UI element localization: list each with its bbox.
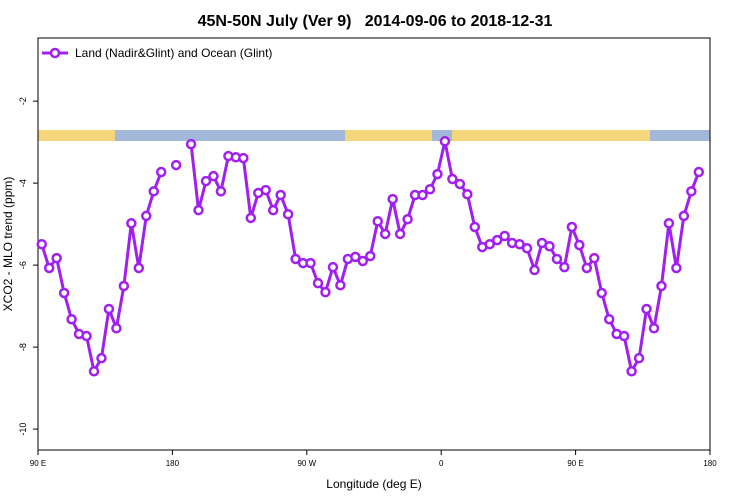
y-axis-label: XCO2 - MLO trend (ppm) — [1, 177, 15, 312]
legend-label: Land (Nadir&Glint) and Ocean (Glint) — [75, 46, 272, 60]
data-point — [155, 166, 167, 178]
data-point — [312, 277, 324, 289]
data-point — [335, 279, 346, 291]
data-point — [379, 228, 391, 240]
data-point — [402, 213, 413, 225]
legend-marker — [49, 47, 61, 59]
data-point — [671, 262, 682, 274]
data-point — [327, 261, 339, 273]
data-point — [111, 322, 122, 334]
y-tick-label: -10 — [18, 423, 28, 436]
data-point — [43, 262, 55, 274]
data-point — [282, 209, 294, 220]
data-point — [596, 287, 607, 299]
data-point — [618, 330, 630, 342]
data-point — [648, 322, 660, 334]
data-point — [656, 280, 667, 292]
data-point — [260, 184, 271, 196]
data-point — [633, 352, 645, 364]
data-point — [521, 243, 533, 254]
data-point — [484, 238, 495, 250]
data-point — [462, 188, 473, 200]
data-point — [103, 303, 115, 315]
data-point — [118, 280, 130, 292]
chart-title: 45N-50N July (Ver 9) 2014-09-06 to 2018-… — [198, 13, 553, 30]
data-point — [439, 136, 451, 147]
data-point — [126, 218, 137, 229]
data-point — [245, 212, 257, 224]
data-point — [387, 193, 398, 205]
x-tick-label: 180 — [703, 459, 717, 468]
data-point — [267, 204, 279, 216]
data-point — [589, 252, 600, 264]
data-point — [320, 286, 331, 298]
data-point — [424, 184, 436, 195]
x-tick-label: 180 — [166, 459, 180, 468]
data-point — [566, 221, 578, 233]
data-point — [544, 241, 555, 252]
y-tick-label: -4 — [18, 179, 28, 187]
data-point — [36, 238, 47, 250]
data-point — [275, 189, 286, 201]
legend: Land (Nadir&Glint) and Ocean (Glint) — [42, 46, 272, 60]
data-point — [208, 170, 219, 182]
data-point — [447, 173, 458, 185]
data-point — [641, 303, 652, 315]
data-point — [454, 178, 466, 190]
x-tick-label: 90 W — [297, 459, 316, 468]
data-point — [529, 264, 540, 276]
data-point — [603, 313, 615, 325]
x-tick-label: 90 E — [30, 459, 46, 468]
data-point — [581, 262, 593, 274]
data-point — [574, 239, 585, 251]
data-point — [81, 330, 92, 342]
data-point — [66, 313, 77, 325]
data-point — [559, 261, 570, 273]
data-point — [133, 262, 145, 274]
data-point — [58, 287, 70, 299]
y-tick-label: -6 — [18, 261, 28, 269]
y-tick-label: -8 — [18, 343, 28, 351]
data-point — [215, 186, 227, 197]
data-point — [185, 138, 197, 150]
data-point — [514, 238, 525, 250]
data-point — [663, 218, 675, 229]
data-point — [417, 189, 428, 201]
data-point — [469, 221, 481, 233]
data-point — [432, 168, 443, 180]
x-tick-label: 0 — [439, 459, 444, 468]
data-point — [491, 234, 503, 246]
data-point — [238, 152, 249, 164]
data-point — [372, 215, 383, 227]
data-point — [88, 366, 100, 377]
data-point — [193, 204, 204, 216]
data-point — [290, 253, 301, 265]
data-point — [394, 228, 406, 240]
data-point — [96, 352, 107, 364]
data-point — [678, 210, 690, 222]
data-point — [626, 366, 637, 377]
data-point — [51, 252, 62, 264]
data-point — [693, 166, 705, 178]
data-point — [350, 251, 361, 263]
data-point — [499, 230, 510, 242]
x-tick-label: 90 E — [567, 459, 583, 468]
data-point — [365, 250, 376, 262]
data-point — [686, 186, 697, 197]
data-point — [357, 255, 369, 267]
data-point — [141, 210, 152, 222]
data-point — [551, 253, 563, 265]
data-point — [305, 257, 316, 269]
x-axis-label: Longitude (deg E) — [326, 477, 421, 491]
data-point — [148, 186, 159, 197]
map-strip — [38, 130, 710, 141]
data-point — [200, 175, 212, 187]
y-tick-label: -2 — [18, 97, 28, 105]
data-point — [170, 159, 182, 171]
